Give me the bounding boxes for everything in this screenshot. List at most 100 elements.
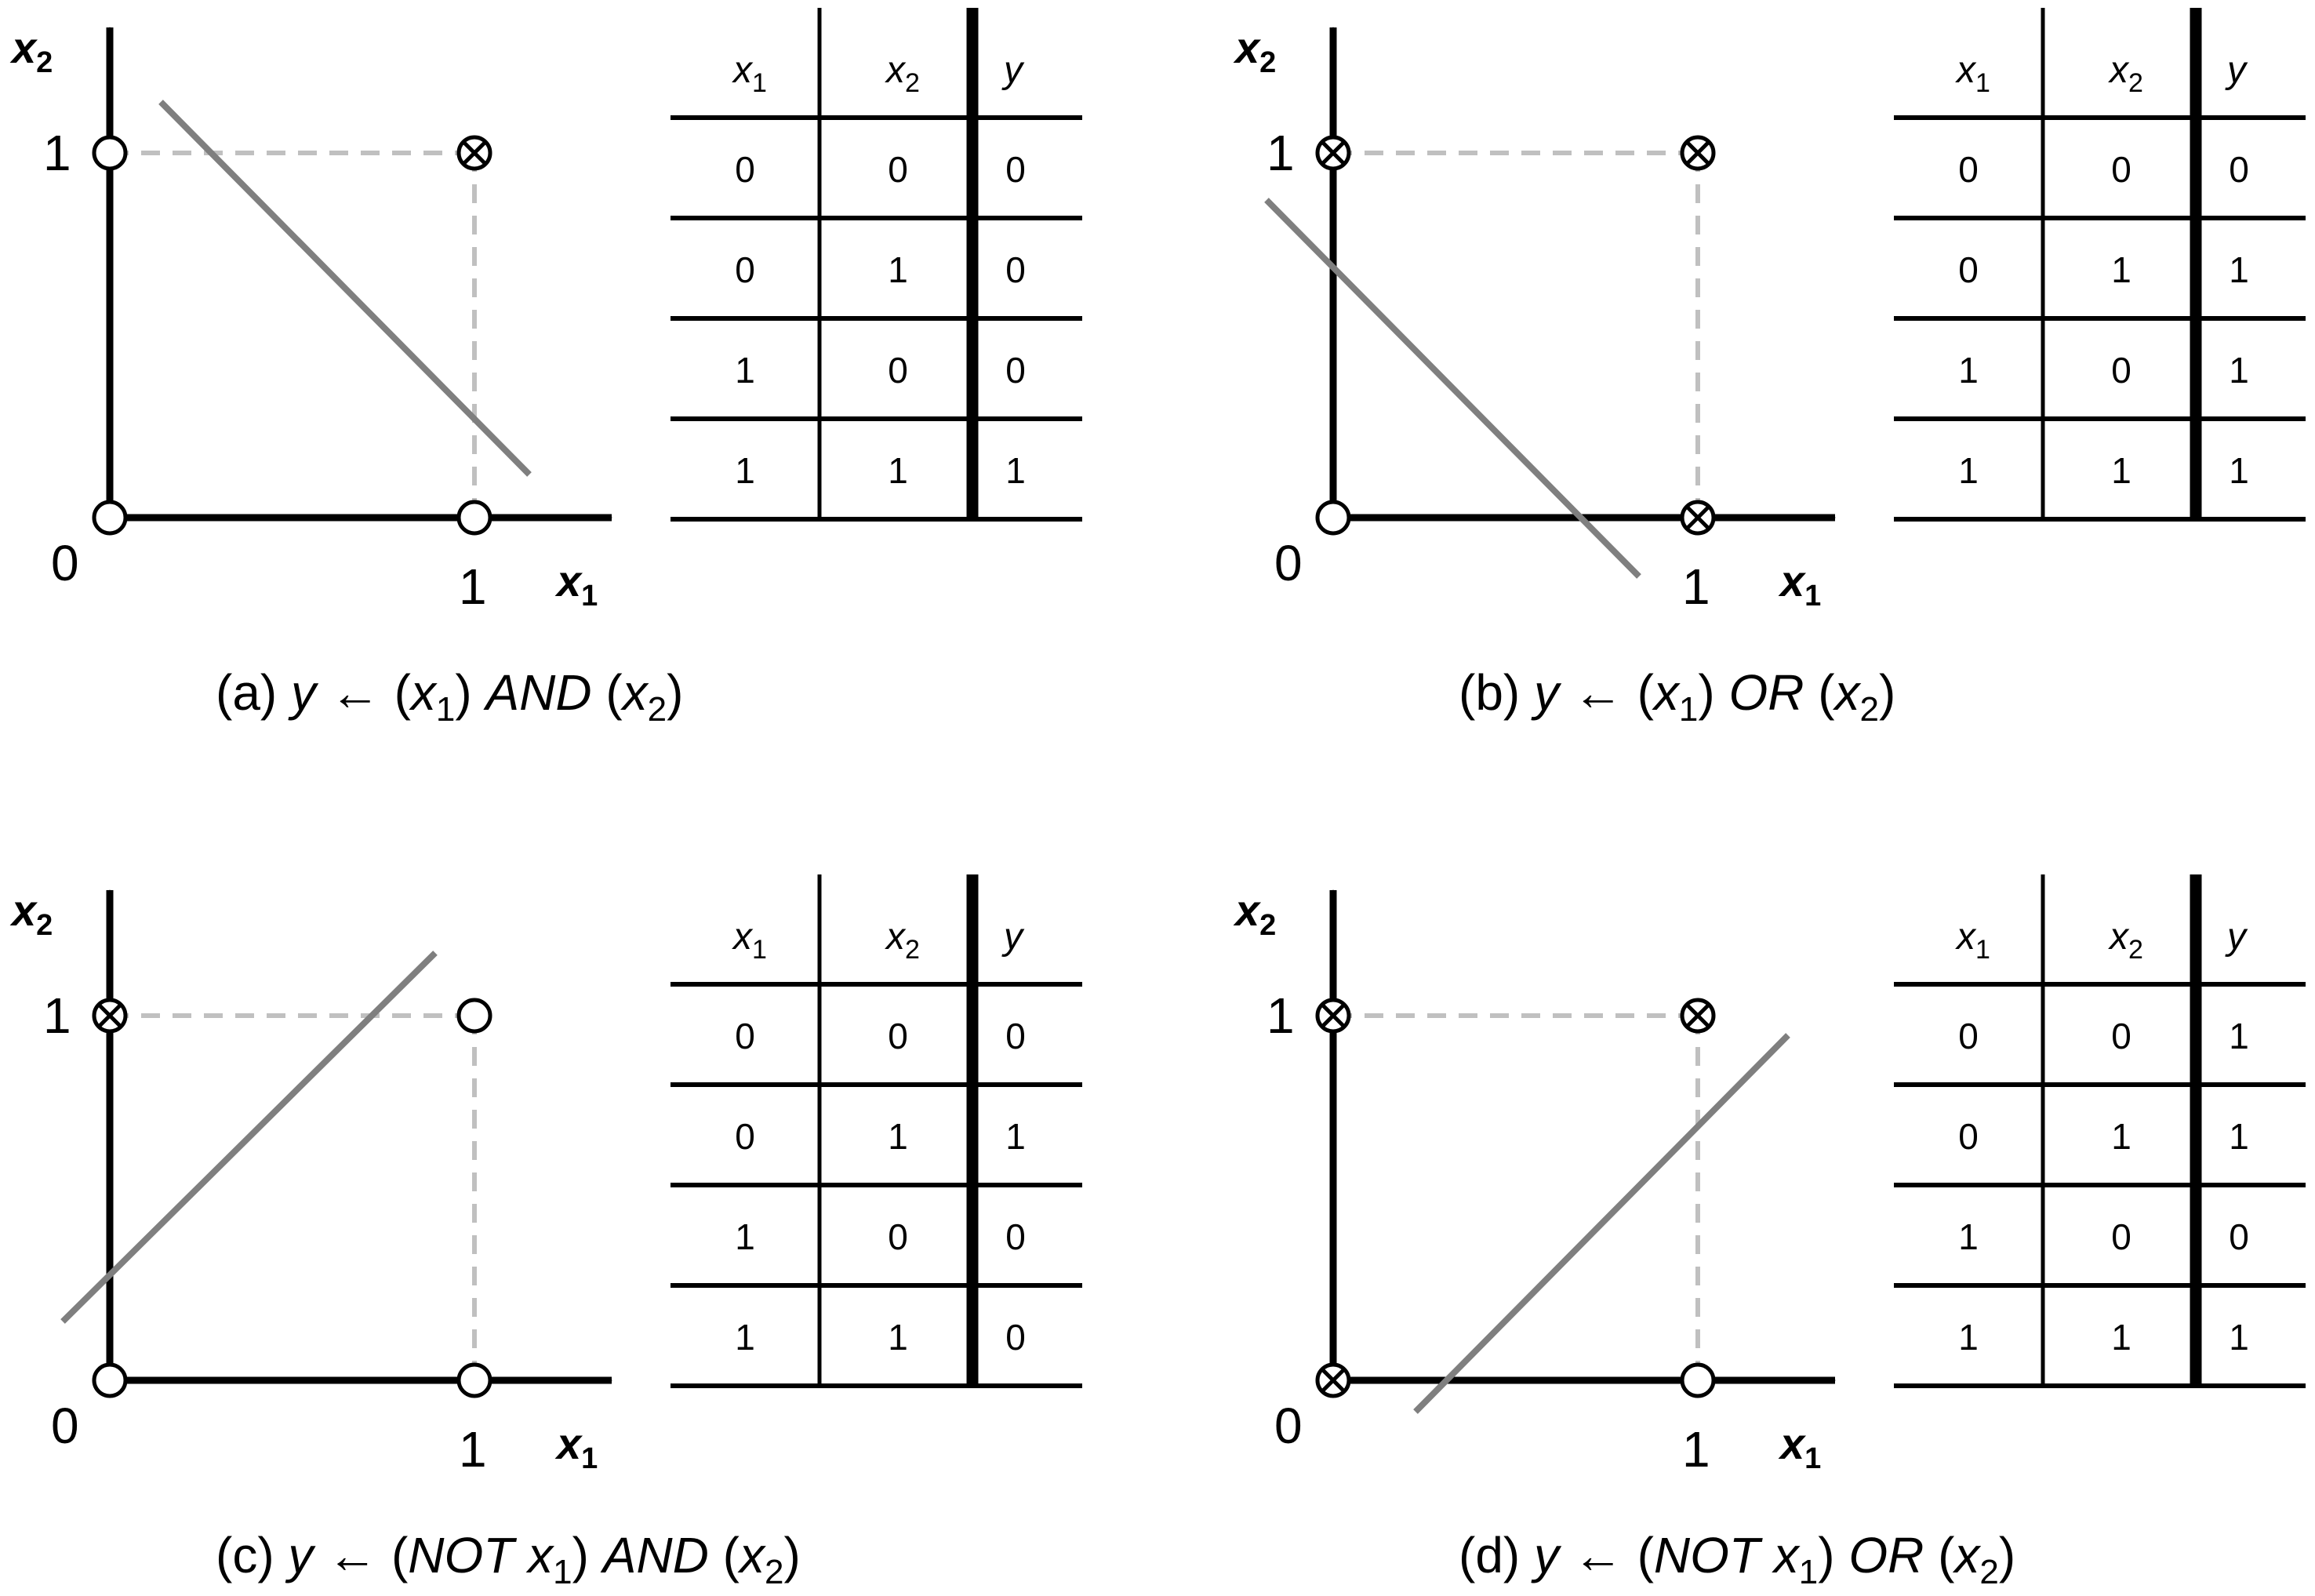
caption-arrow: ← (1559, 664, 1637, 721)
table-header-main: y (2225, 916, 2248, 958)
caption-paren: ( (1637, 1527, 1654, 1583)
table-cell: 1 (2111, 450, 2131, 491)
marker-cross-stroke (1321, 1003, 1346, 1028)
table-header-main: y (1001, 49, 1025, 91)
x1-axis-label-main: x (554, 1419, 583, 1468)
truth-table: x1 x2 y0 0 00 1 11 0 11 1 1 (1894, 8, 2306, 522)
table-cell: 1 (888, 450, 908, 491)
table-header-main: x (885, 49, 907, 91)
caption-arrow: ← (316, 664, 394, 721)
table-header-x2: x2 (885, 916, 920, 965)
table-header-sub: 2 (2128, 68, 2143, 98)
caption-paren: ( (1804, 664, 1834, 721)
table-header-main: x (1955, 49, 1977, 91)
origin-tick-label: 0 (51, 1398, 79, 1454)
data-point-0-1 (92, 135, 128, 171)
caption-input-2-sub: 2 (1979, 1553, 1998, 1591)
caption-input-1: NOT x (408, 1527, 554, 1583)
truth-table: x1 x2 y0 0 00 1 11 0 01 1 0 (671, 874, 1082, 1388)
x2-axis-label-sub: 2 (36, 909, 53, 942)
caption-operator: OR (1848, 1527, 1924, 1583)
data-point-0-0 (92, 500, 128, 536)
x2-axis-label: x2 (9, 885, 53, 942)
table-header-sub: 1 (752, 935, 767, 965)
x2-axis-label-sub: 2 (1259, 46, 1276, 79)
table-header-x2: x2 (885, 49, 920, 98)
x1-axis-label: x1 (554, 556, 598, 613)
caption-paren: ( (592, 664, 623, 721)
caption-paren: ) (1698, 664, 1728, 721)
caption-paren: ) (572, 1527, 603, 1583)
caption-paren: ( (709, 1527, 740, 1583)
caption-output-var: y (1531, 1527, 1562, 1583)
table-cell: 0 (1005, 149, 1026, 190)
data-point-1-0 (1680, 500, 1716, 536)
table-cell: 1 (2229, 1016, 2249, 1056)
caption-operator: AND (600, 1527, 709, 1583)
x2-axis-label: x2 (9, 23, 53, 79)
table-cell: 1 (2111, 249, 2131, 290)
table-cell: 0 (1005, 1016, 1026, 1056)
panel-caption: (c) y ← (NOT x1) AND (x2) (216, 1527, 801, 1591)
x1-one-tick-label: 1 (1682, 1421, 1710, 1478)
x2-axis-label: x2 (1233, 23, 1276, 79)
table-cell: 1 (1958, 1216, 1979, 1257)
x2-axis-label-main: x (1233, 23, 1262, 72)
caption-input-2-sub: 2 (648, 690, 667, 729)
caption-input-1: x (1652, 664, 1681, 721)
data-point-0-1 (92, 998, 128, 1034)
separating-line (1264, 198, 1641, 579)
table-cell: 1 (888, 249, 908, 290)
table-cell: 0 (1005, 249, 1026, 290)
table-cell: 0 (888, 350, 908, 391)
caption-input-2: x (737, 1527, 766, 1583)
table-cell: 1 (735, 450, 755, 491)
caption-arrow: ← (1559, 1527, 1637, 1583)
x1-axis-label-sub: 1 (1804, 1442, 1821, 1475)
caption-input-1-sub: 1 (1679, 690, 1698, 729)
table-cell: 1 (888, 1116, 908, 1157)
table-header-y: y (2225, 916, 2248, 958)
table-cell: 1 (2229, 450, 2249, 491)
table-cell: 1 (1005, 1116, 1026, 1157)
marker-cross-stroke (1685, 140, 1710, 165)
caption-input-1: x (409, 664, 438, 721)
table-cell: 1 (1958, 450, 1979, 491)
table-cell: 1 (1958, 1317, 1979, 1358)
table-cell: 0 (735, 1116, 755, 1157)
table-header-sub: 1 (1975, 935, 1990, 965)
x1-one-tick-label: 1 (1682, 558, 1710, 615)
table-cell: 0 (888, 149, 908, 190)
open-circle-marker (92, 1362, 128, 1398)
table-header-main: x (1955, 916, 1977, 958)
table-cell: 1 (2229, 1317, 2249, 1358)
table-cell: 0 (888, 1016, 908, 1056)
caption-paren: ) (1999, 1527, 2015, 1583)
caption-paren: ) (1879, 664, 1895, 721)
separating-line (60, 951, 438, 1324)
data-point-0-0 (1315, 500, 1351, 536)
table-header-x1: x1 (732, 49, 767, 98)
table-cell: 0 (735, 149, 755, 190)
caption-paren: ( (1637, 664, 1654, 721)
table-cell: 1 (888, 1317, 908, 1358)
marker-cross-stroke (462, 140, 487, 165)
caption-paren: ( (391, 1527, 408, 1583)
table-cell: 0 (888, 1216, 908, 1257)
table-cell: 0 (1958, 1116, 1979, 1157)
table-header-sub: 2 (2128, 935, 2143, 965)
caption-input-2: x (1833, 664, 1862, 721)
caption-paren: ) (1818, 1527, 1848, 1583)
caption-paren: ) (455, 664, 485, 721)
caption-paren: ( (1924, 1527, 1954, 1583)
x2-one-tick-label: 1 (1267, 987, 1295, 1044)
caption-input-2: x (1952, 1527, 1981, 1583)
table-cell: 0 (735, 1016, 755, 1056)
data-point-1-0 (456, 1362, 492, 1398)
marker-cross-stroke (1321, 140, 1346, 165)
marker-cross-stroke (97, 1003, 122, 1028)
table-header-x1: x1 (1955, 49, 1990, 98)
table-cell: 1 (735, 1317, 755, 1358)
